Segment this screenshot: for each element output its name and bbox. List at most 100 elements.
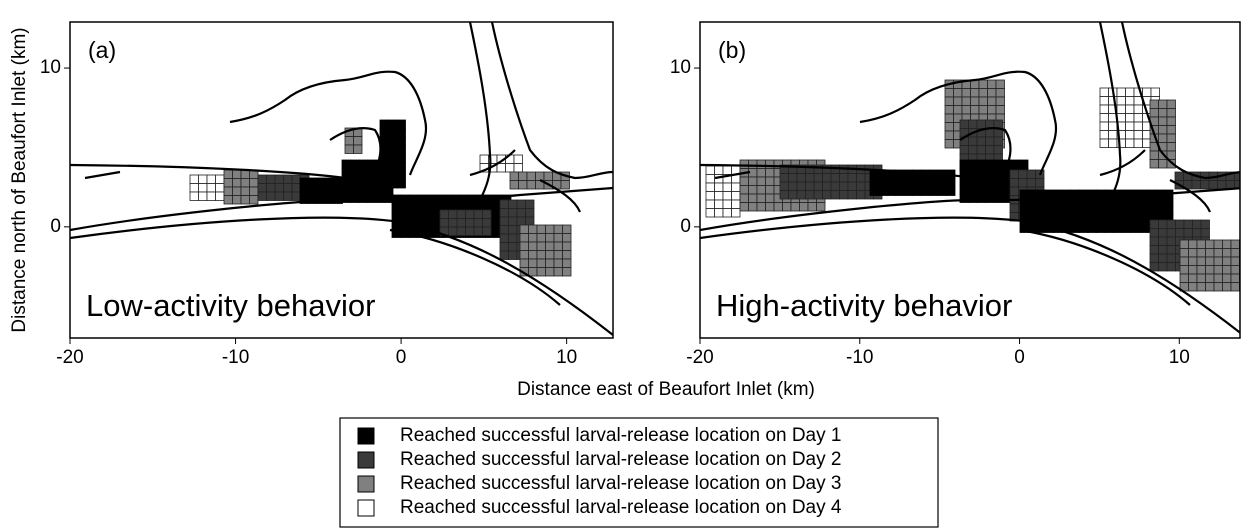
cell bbox=[553, 267, 563, 277]
cell bbox=[274, 191, 284, 201]
cell bbox=[535, 171, 545, 181]
cell bbox=[274, 174, 284, 184]
cell bbox=[961, 88, 971, 98]
cell bbox=[291, 183, 301, 193]
cell bbox=[1188, 265, 1198, 275]
cell bbox=[985, 193, 995, 203]
cell bbox=[788, 181, 798, 191]
cell bbox=[756, 176, 766, 186]
panel-label: (b) bbox=[718, 37, 746, 63]
cell bbox=[739, 185, 749, 195]
cell bbox=[189, 183, 199, 193]
legend-swatch bbox=[357, 427, 375, 445]
cell bbox=[560, 180, 570, 190]
cell bbox=[516, 199, 526, 209]
cell bbox=[920, 186, 930, 196]
cell bbox=[822, 181, 832, 191]
cell bbox=[367, 159, 377, 169]
cell bbox=[1079, 206, 1089, 216]
cell bbox=[1138, 189, 1148, 199]
cell bbox=[1130, 215, 1140, 225]
cell bbox=[562, 224, 572, 234]
cell bbox=[473, 209, 483, 219]
cell bbox=[562, 241, 572, 251]
cell bbox=[1096, 198, 1106, 208]
cell bbox=[944, 96, 954, 106]
cell bbox=[1230, 265, 1240, 275]
cell bbox=[358, 185, 368, 195]
cell bbox=[1036, 206, 1046, 216]
cell bbox=[978, 79, 988, 89]
cell bbox=[439, 218, 449, 228]
cell bbox=[379, 128, 389, 138]
cell bbox=[1179, 256, 1189, 266]
y-tick-label: 0 bbox=[680, 216, 691, 237]
cell bbox=[722, 208, 732, 218]
cell bbox=[869, 178, 879, 188]
cell bbox=[206, 183, 216, 193]
cell bbox=[985, 128, 995, 138]
cell bbox=[1138, 206, 1148, 216]
cell bbox=[1175, 228, 1185, 238]
cell bbox=[1158, 125, 1168, 135]
cell bbox=[985, 159, 995, 169]
cell bbox=[240, 195, 250, 205]
cell bbox=[1133, 104, 1143, 114]
cell bbox=[920, 178, 930, 188]
cell bbox=[796, 190, 806, 200]
cell bbox=[976, 119, 986, 129]
cell bbox=[1026, 169, 1036, 179]
cell bbox=[1019, 206, 1029, 216]
cell bbox=[1196, 256, 1206, 266]
cell bbox=[316, 186, 326, 196]
cell bbox=[968, 136, 978, 146]
cell bbox=[482, 209, 492, 219]
cell bbox=[291, 174, 301, 184]
cell bbox=[968, 119, 978, 129]
cell bbox=[189, 174, 199, 184]
cell bbox=[283, 183, 293, 193]
cell bbox=[1205, 239, 1215, 249]
cell bbox=[756, 168, 766, 178]
cell bbox=[1205, 248, 1215, 258]
cell bbox=[1149, 253, 1159, 263]
plot-frame bbox=[69, 21, 614, 339]
cell bbox=[959, 176, 969, 186]
cell bbox=[1099, 130, 1109, 140]
cell bbox=[970, 96, 980, 106]
cell bbox=[1158, 116, 1168, 126]
cell bbox=[705, 208, 715, 218]
cell bbox=[976, 168, 986, 178]
cell bbox=[1179, 265, 1189, 275]
cell bbox=[508, 242, 518, 252]
cell bbox=[1116, 104, 1126, 114]
cell bbox=[528, 250, 538, 260]
cell bbox=[388, 162, 398, 172]
cell bbox=[1125, 96, 1135, 106]
cell bbox=[976, 136, 986, 146]
cell bbox=[240, 169, 250, 179]
cell bbox=[1179, 239, 1189, 249]
cell bbox=[528, 267, 538, 277]
cell bbox=[1138, 198, 1148, 208]
panel-label: (a) bbox=[88, 37, 116, 63]
cell bbox=[249, 195, 259, 205]
cell bbox=[987, 79, 997, 89]
cell bbox=[805, 190, 815, 200]
cell bbox=[731, 199, 741, 209]
cell bbox=[509, 180, 519, 190]
cell bbox=[1200, 228, 1210, 238]
cell bbox=[985, 176, 995, 186]
cell bbox=[1019, 189, 1029, 199]
cell bbox=[341, 185, 351, 195]
cell bbox=[425, 211, 435, 221]
cell bbox=[779, 181, 789, 191]
cell bbox=[417, 211, 427, 221]
cell bbox=[1113, 198, 1123, 208]
cell bbox=[545, 250, 555, 260]
legend-label: Reached successful larval-release locati… bbox=[400, 449, 841, 470]
cell bbox=[1121, 223, 1131, 233]
cell bbox=[388, 136, 398, 146]
cell bbox=[456, 218, 466, 228]
cell bbox=[358, 168, 368, 178]
